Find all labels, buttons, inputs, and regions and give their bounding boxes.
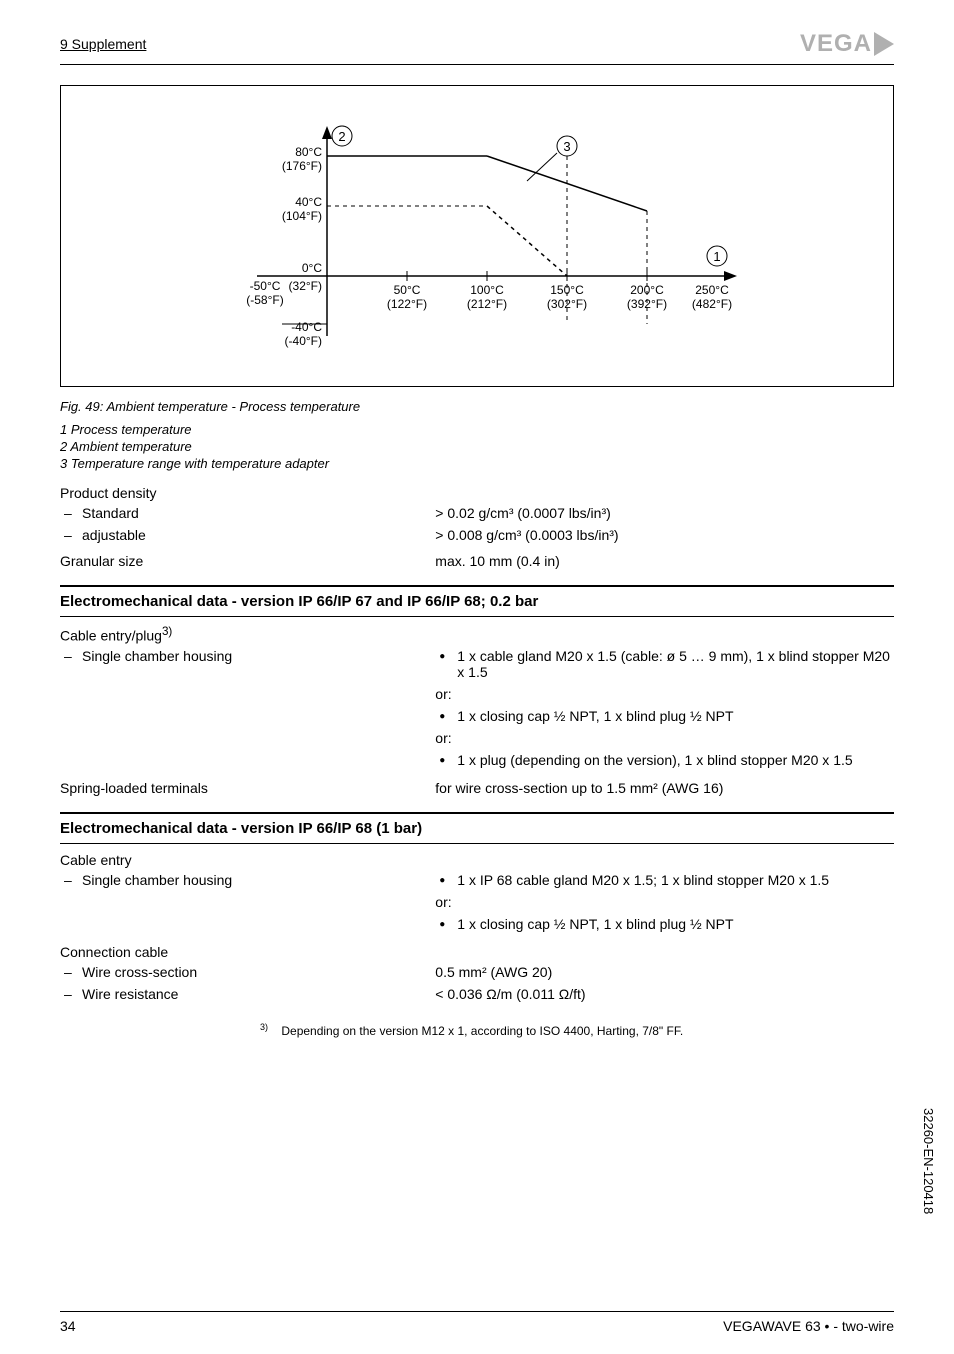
cable-entry-label-2: Cable entry — [60, 852, 894, 868]
density-adjustable-label: adjustable — [60, 527, 435, 543]
electro2-heading: Electromechanical data - version IP 66/I… — [60, 812, 894, 844]
y-104f: (104°F) — [282, 209, 322, 223]
wire-resist-label: Wire resistance — [60, 986, 435, 1002]
e1-or-1: or: — [435, 686, 894, 702]
figure-caption: Fig. 49: Ambient temperature - Process t… — [60, 399, 894, 414]
y-m40c: -40°C — [291, 320, 322, 334]
e1-bullet-2: 1 x closing cap ½ NPT, 1 x blind plug ½ … — [435, 708, 894, 724]
figure-legend: 1 Process temperature 2 Ambient temperat… — [60, 422, 894, 471]
y-80c: 80°C — [295, 145, 322, 159]
density-adjustable-value: > 0.008 g/cm³ (0.0003 lbs/in³) — [435, 527, 894, 543]
x-m58f: (-58°F) — [246, 293, 283, 307]
density-standard-value: > 0.02 g/cm³ (0.0007 lbs/in³) — [435, 505, 894, 521]
side-document-code: 32260-EN-120418 — [921, 1108, 936, 1214]
legend-3: 3 Temperature range with temperature ada… — [60, 456, 894, 471]
granular-label: Granular size — [60, 553, 435, 569]
marker-2: 2 — [338, 129, 345, 144]
x-m50c: -50°C — [250, 279, 281, 293]
footnote-sup: 3) — [260, 1022, 268, 1032]
connection-cable-label: Connection cable — [60, 944, 894, 960]
x-250c: 250°C — [695, 283, 729, 297]
x-122f: (122°F) — [387, 297, 427, 311]
e2-bullet-1: 1 x IP 68 cable gland M20 x 1.5; 1 x bli… — [435, 872, 894, 888]
header-section: 9 Supplement — [60, 36, 146, 52]
cable-entry-text: Cable entry/plug — [60, 628, 162, 644]
page-footer: 34 VEGAWAVE 63 • - two-wire — [60, 1311, 894, 1334]
wire-cross-label: Wire cross-section — [60, 964, 435, 980]
e1-bullet-1: 1 x cable gland M20 x 1.5 (cable: ø 5 … … — [435, 648, 894, 680]
y-m40f: (-40°F) — [285, 334, 322, 348]
x-212f: (212°F) — [467, 297, 507, 311]
x-100c: 100°C — [470, 283, 504, 297]
y-176f: (176°F) — [282, 159, 322, 173]
e1-or-2: or: — [435, 730, 894, 746]
footnote: 3) Depending on the version M12 x 1, acc… — [60, 1022, 894, 1038]
vega-logo: VEGA — [800, 30, 894, 58]
y-40c: 40°C — [295, 195, 322, 209]
spring-value: for wire cross-section up to 1.5 mm² (AW… — [435, 780, 894, 796]
page-number: 34 — [60, 1318, 76, 1334]
marker-3: 3 — [563, 139, 570, 154]
e2-or: or: — [435, 894, 894, 910]
cable-entry-sup: 3) — [162, 625, 172, 638]
cable-entry-plug-label: Cable entry/plug3) — [60, 625, 894, 644]
footnote-text: Depending on the version M12 x 1, accord… — [281, 1024, 683, 1038]
single-chamber-1-label: Single chamber housing — [60, 648, 435, 774]
spring-label: Spring-loaded terminals — [60, 780, 435, 796]
density-title: Product density — [60, 485, 894, 501]
temperature-chart-svg: 80°C (176°F) 40°C (104°F) 0°C (32°F) -40… — [197, 106, 757, 366]
legend-2: 2 Ambient temperature — [60, 439, 894, 454]
logo-triangle-icon — [874, 32, 894, 56]
density-standard-label: Standard — [60, 505, 435, 521]
logo-text: VEGA — [800, 30, 872, 58]
e2-bullet-2: 1 x closing cap ½ NPT, 1 x blind plug ½ … — [435, 916, 894, 932]
marker-1: 1 — [713, 249, 720, 264]
single-chamber-2-label: Single chamber housing — [60, 872, 435, 938]
granular-value: max. 10 mm (0.4 in) — [435, 553, 894, 569]
electro1-heading: Electromechanical data - version IP 66/I… — [60, 585, 894, 617]
x-50c: 50°C — [394, 283, 421, 297]
wire-cross-value: 0.5 mm² (AWG 20) — [435, 964, 894, 980]
legend-1: 1 Process temperature — [60, 422, 894, 437]
wire-resist-value: < 0.036 Ω/m (0.011 Ω/ft) — [435, 986, 894, 1002]
x-482f: (482°F) — [692, 297, 732, 311]
e1-bullet-3: 1 x plug (depending on the version), 1 x… — [435, 752, 894, 768]
figure-49-chart: 80°C (176°F) 40°C (104°F) 0°C (32°F) -40… — [60, 85, 894, 387]
y-0c: 0°C — [302, 261, 322, 275]
doc-name: VEGAWAVE 63 • - two-wire — [723, 1318, 894, 1334]
y-32f: (32°F) — [289, 279, 322, 293]
